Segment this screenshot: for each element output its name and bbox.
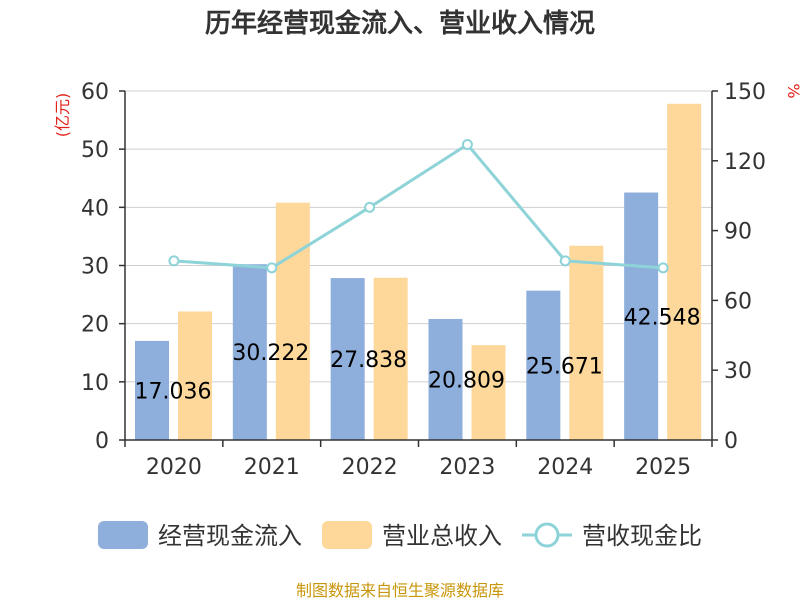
- gridlines: [125, 90, 712, 383]
- left-axis-unit: (亿元): [53, 93, 72, 138]
- data-label-cash-inflow: 30.222: [232, 341, 309, 366]
- left-tick-label: 30: [81, 255, 109, 280]
- data-label-cash-inflow: 25.671: [526, 354, 603, 379]
- bar-cash-inflow: [624, 192, 659, 440]
- right-tick-label: 120: [724, 150, 766, 175]
- legend-marker-ratio: [534, 522, 560, 548]
- bar-cash-inflow: [526, 290, 561, 440]
- x-tick-label: 2022: [342, 455, 398, 480]
- left-tick-label: 40: [81, 196, 109, 221]
- bar-total-revenue: [373, 277, 408, 440]
- data-label-cash-inflow: 17.036: [135, 379, 212, 404]
- ratio-line-path: [173, 142, 664, 270]
- legend-label-total-revenue: 营业总收入: [382, 522, 502, 550]
- right-tick-label: 150: [724, 80, 766, 105]
- x-tick-label: 2023: [439, 455, 495, 480]
- data-label-cash-inflow: 27.838: [330, 348, 407, 373]
- bar-cash-inflow: [232, 264, 267, 440]
- chart-title: 历年经营现金流入、营业收入情况: [205, 8, 595, 39]
- bar-cash-inflow: [135, 340, 169, 440]
- x-tick-label: 2021: [244, 455, 300, 480]
- legend-swatch-total-revenue: [322, 521, 372, 549]
- ratio-point: [559, 255, 571, 267]
- bar-total-revenue: [275, 202, 310, 440]
- legend: 经营现金流入 营业总收入 营收现金比: [98, 521, 702, 550]
- right-tick-label: 0: [724, 429, 738, 454]
- x-axis: 2020 2021 2022 2023 2024 2025: [124, 439, 713, 480]
- source-note: 制图数据来自恒生聚源数据库: [296, 581, 504, 600]
- bar-total-revenue: [569, 245, 604, 440]
- data-labels: 17.036 30.222 27.838 20.809 25.671 42.548: [135, 305, 701, 404]
- right-axis: 0 30 60 90 120 150: [711, 80, 766, 454]
- left-tick-label: 10: [81, 371, 109, 396]
- bar-total-revenue: [178, 311, 212, 440]
- ratio-point: [657, 262, 669, 274]
- ratio-point: [168, 255, 180, 267]
- left-tick-label: 60: [81, 80, 109, 105]
- ratio-point: [364, 201, 376, 213]
- bar-cash-inflow: [330, 278, 365, 440]
- bars: [135, 103, 702, 441]
- x-tick-label: 2025: [635, 455, 691, 480]
- left-tick-label: 0: [95, 429, 109, 454]
- x-tick-label: 2020: [146, 455, 202, 480]
- right-tick-label: 30: [724, 359, 752, 384]
- legend-swatch-cash-inflow: [98, 521, 148, 549]
- right-axis-unit: %: [784, 83, 800, 98]
- x-tick-label: 2024: [537, 455, 593, 480]
- left-axis: 0 10 20 30 40 50 60: [81, 80, 126, 454]
- right-tick-label: 60: [724, 289, 752, 314]
- legend-label-ratio: 营收现金比: [582, 522, 702, 550]
- right-tick-label: 90: [724, 220, 752, 245]
- data-label-cash-inflow: 42.548: [624, 305, 701, 330]
- legend-label-cash-inflow: 经营现金流入: [158, 522, 302, 550]
- bar-cash-inflow: [428, 318, 463, 440]
- left-tick-label: 50: [81, 138, 109, 163]
- bar-total-revenue: [471, 345, 506, 440]
- bar-total-revenue: [667, 103, 702, 441]
- ratio-point: [266, 262, 278, 274]
- data-label-cash-inflow: 20.809: [428, 368, 505, 393]
- ratio-point: [461, 139, 473, 151]
- ratio-line: [168, 139, 669, 274]
- left-tick-label: 20: [81, 313, 109, 338]
